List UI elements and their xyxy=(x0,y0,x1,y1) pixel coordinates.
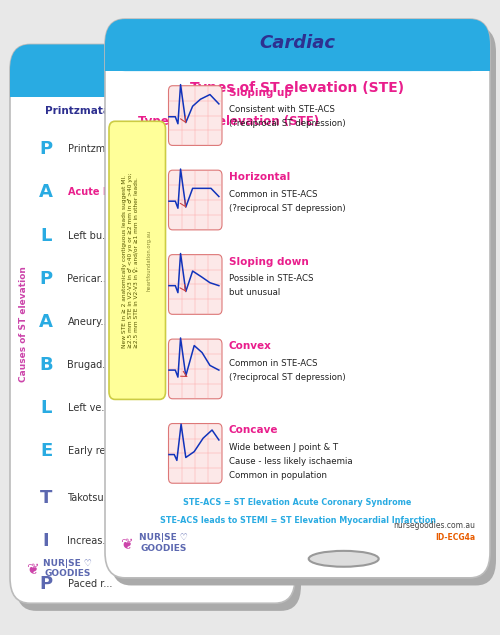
Bar xyxy=(10,72,295,97)
Text: Concave: Concave xyxy=(229,425,278,436)
Text: I: I xyxy=(42,532,50,550)
Text: New STE in ≥ 2 anatomically contiguous leads suggest MI.
≥2.5 mm STE in V2-V3 in: New STE in ≥ 2 anatomically contiguous l… xyxy=(122,173,140,348)
Text: Horizontal: Horizontal xyxy=(229,172,290,182)
Text: Brugad...: Brugad... xyxy=(68,360,112,370)
FancyBboxPatch shape xyxy=(168,86,222,145)
Text: L: L xyxy=(40,399,52,417)
Text: P: P xyxy=(40,270,52,288)
FancyBboxPatch shape xyxy=(105,19,490,578)
FancyBboxPatch shape xyxy=(168,424,222,483)
Text: Possible in STE-ACS: Possible in STE-ACS xyxy=(229,274,314,283)
FancyBboxPatch shape xyxy=(168,339,222,399)
FancyBboxPatch shape xyxy=(10,44,295,97)
Text: Printzmatali's Angina: Printzmatali's Angina xyxy=(45,106,171,116)
Text: Consistent with STE-ACS: Consistent with STE-ACS xyxy=(229,105,335,114)
FancyBboxPatch shape xyxy=(111,27,496,585)
Text: (?reciprocal ST depression): (?reciprocal ST depression) xyxy=(229,119,346,128)
Text: Types of ST elevation (STE): Types of ST elevation (STE) xyxy=(190,81,404,95)
Text: Paced r...: Paced r... xyxy=(68,579,112,589)
Text: Wide between J point & T: Wide between J point & T xyxy=(229,443,338,452)
Text: STE-ACS = ST Elevation Acute Coronary Syndrome: STE-ACS = ST Elevation Acute Coronary Sy… xyxy=(184,498,412,507)
Text: (?reciprocal ST depression): (?reciprocal ST depression) xyxy=(229,204,346,213)
Text: B: B xyxy=(39,356,53,374)
Text: Convex: Convex xyxy=(229,341,272,351)
Text: Sloping up: Sloping up xyxy=(229,88,292,98)
Text: A: A xyxy=(39,184,53,201)
Text: (?reciprocal ST depression): (?reciprocal ST depression) xyxy=(229,373,346,382)
Text: heartfoundation.org.au: heartfoundation.org.au xyxy=(146,230,152,291)
Text: Common in STE-ACS: Common in STE-ACS xyxy=(229,190,318,199)
Text: Takotsu...: Takotsu... xyxy=(68,493,113,503)
Text: Types of ST elevation (STE): Types of ST elevation (STE) xyxy=(138,116,318,128)
Text: Left bu...: Left bu... xyxy=(68,231,110,241)
Text: Printzmatali's Angina: Printzmatali's Angina xyxy=(68,144,171,154)
Text: Cardiac: Cardiac xyxy=(114,60,190,77)
Text: nursegoodies.com.au: nursegoodies.com.au xyxy=(393,521,475,530)
Text: Pericar...: Pericar... xyxy=(68,274,110,284)
Text: Common in population: Common in population xyxy=(229,471,327,480)
Text: E: E xyxy=(40,443,52,460)
Text: NUR|SE ♡
GOODIES: NUR|SE ♡ GOODIES xyxy=(43,559,92,578)
Text: Cause - less likely ischaemia: Cause - less likely ischaemia xyxy=(229,457,352,466)
Text: Left ve...: Left ve... xyxy=(68,403,110,413)
FancyBboxPatch shape xyxy=(16,52,301,611)
Text: Acute MI: Acute MI xyxy=(68,187,116,197)
Text: Early re...: Early re... xyxy=(68,446,114,457)
FancyBboxPatch shape xyxy=(168,255,222,314)
Text: Increas...: Increas... xyxy=(68,536,112,546)
Text: P: P xyxy=(40,140,52,158)
Ellipse shape xyxy=(308,551,378,567)
Text: Common in STE-ACS: Common in STE-ACS xyxy=(229,359,318,368)
Text: ❦: ❦ xyxy=(120,537,132,552)
Text: A: A xyxy=(39,313,53,331)
Text: NUR|SE ♡
GOODIES: NUR|SE ♡ GOODIES xyxy=(140,533,188,552)
Text: Cardiac: Cardiac xyxy=(260,34,336,52)
FancyBboxPatch shape xyxy=(168,170,222,230)
Text: ❦: ❦ xyxy=(26,563,39,578)
Text: P: P xyxy=(40,575,52,593)
Text: STE-ACS leads to STEMI = ST Elevation Myocardial Infarction: STE-ACS leads to STEMI = ST Elevation My… xyxy=(160,516,436,525)
Text: but unusual: but unusual xyxy=(229,288,280,297)
Bar xyxy=(105,47,490,71)
Text: ID-ECG4a: ID-ECG4a xyxy=(435,533,475,542)
FancyBboxPatch shape xyxy=(105,19,490,71)
FancyBboxPatch shape xyxy=(10,44,295,603)
Text: L: L xyxy=(40,227,52,244)
Text: Sloping down: Sloping down xyxy=(229,257,309,267)
Text: Causes of ST elevation: Causes of ST elevation xyxy=(20,266,28,382)
FancyBboxPatch shape xyxy=(109,121,166,399)
Text: T: T xyxy=(40,489,52,507)
Text: Aneury...: Aneury... xyxy=(68,317,110,327)
